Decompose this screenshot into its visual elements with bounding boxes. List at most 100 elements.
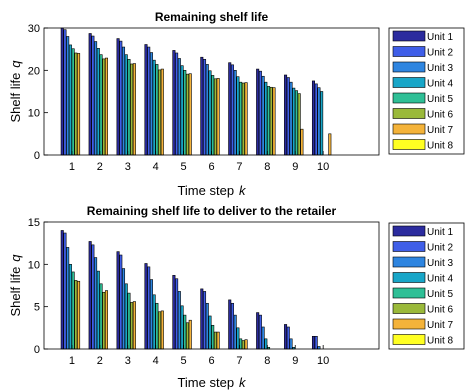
bar-unit-6-step-6 — [214, 79, 216, 155]
bar-unit-5-step-1 — [72, 49, 74, 155]
bar-unit-5-step-4 — [156, 303, 158, 349]
legend-label-unit-7: Unit 7 — [427, 320, 454, 331]
bar-unit-1-step-7 — [229, 63, 231, 155]
bar-unit-1-step-3 — [117, 39, 119, 155]
bar-unit-2-step-9 — [287, 78, 289, 155]
x-tick-label: 10 — [317, 355, 329, 367]
bar-unit-7-step-5 — [189, 74, 191, 155]
bar-unit-2-step-8 — [259, 71, 261, 155]
bar-unit-4-step-7 — [237, 328, 239, 349]
bar-unit-2-step-2 — [92, 36, 94, 155]
bar-unit-4-step-5 — [181, 66, 183, 155]
x-tick-label: 3 — [125, 161, 131, 173]
bar-unit-7-step-7 — [245, 340, 247, 349]
bar-unit-1-step-9 — [284, 324, 286, 349]
bar-unit-2-step-6 — [203, 59, 205, 155]
bar-unit-2-step-3 — [120, 255, 122, 349]
legend-label-unit-2: Unit 2 — [427, 48, 454, 59]
chart-title: Remaining shelf life — [155, 10, 269, 24]
bar-unit-6-step-1 — [75, 53, 77, 155]
bar-unit-6-step-6 — [214, 332, 216, 349]
bar-unit-7-step-4 — [161, 69, 163, 155]
bar-unit-5-step-3 — [128, 59, 130, 155]
x-tick-label: 10 — [317, 161, 329, 173]
bar-unit-1-step-8 — [256, 69, 258, 155]
y-tick-label: 5 — [34, 302, 40, 314]
bar-unit-7-step-1 — [77, 281, 79, 349]
legend-label-unit-8: Unit 8 — [427, 141, 454, 152]
bar-unit-2-step-2 — [92, 245, 94, 349]
x-tick-label: 1 — [69, 355, 75, 367]
bar-unit-7-step-9 — [301, 129, 303, 155]
bar-unit-6-step-1 — [75, 280, 77, 349]
x-tick-label: 5 — [181, 355, 187, 367]
legend-label-unit-4: Unit 4 — [427, 274, 454, 285]
y-axis-label-symbol: q — [8, 254, 23, 262]
legend-swatch-unit-8 — [393, 335, 425, 345]
y-axis-label-symbol: q — [8, 60, 23, 68]
legend-label-unit-6: Unit 6 — [427, 110, 454, 121]
legend-label-unit-3: Unit 3 — [427, 258, 454, 269]
bar-unit-6-step-2 — [103, 59, 105, 155]
bar-unit-2-step-7 — [231, 65, 233, 155]
x-tick-label: 5 — [181, 161, 187, 173]
x-tick-label: 7 — [236, 161, 242, 173]
x-tick-label: 3 — [125, 355, 131, 367]
bar-unit-6-step-4 — [158, 312, 160, 349]
bar-unit-3-step-3 — [122, 269, 124, 349]
y-axis-label: Shelf life q — [8, 254, 23, 317]
bar-unit-2-step-9 — [287, 327, 289, 349]
legend-swatch-unit-1 — [393, 31, 425, 41]
bar-unit-5-step-5 — [184, 70, 186, 155]
bar-unit-2-step-1 — [64, 233, 66, 349]
x-tick-label: 2 — [97, 161, 103, 173]
x-tick-label: 9 — [292, 355, 298, 367]
legend-swatch-unit-8 — [393, 140, 425, 150]
bar-unit-3-step-4 — [150, 53, 152, 155]
bar-unit-4-step-6 — [209, 316, 211, 349]
bar-unit-3-step-7 — [234, 315, 236, 349]
x-axis-label: Time step k — [177, 375, 247, 390]
bar-unit-4-step-4 — [153, 60, 155, 155]
bar-unit-7-step-1 — [77, 53, 79, 155]
legend-label-unit-3: Unit 3 — [427, 63, 454, 74]
bar-unit-7-step-4 — [161, 311, 163, 349]
bar-unit-5-step-9 — [295, 91, 297, 155]
bar-unit-4-step-6 — [209, 71, 211, 155]
bar-unit-2-step-5 — [175, 53, 177, 155]
bar-unit-1-step-9 — [284, 75, 286, 155]
bar-unit-4-step-8 — [265, 82, 267, 155]
bar-unit-3-step-3 — [122, 47, 124, 155]
x-tick-label: 2 — [97, 355, 103, 367]
x-tick-label: 6 — [208, 161, 214, 173]
x-axis-label-text: Time step — [177, 183, 234, 198]
bar-unit-3-step-6 — [206, 303, 208, 349]
bar-unit-3-step-8 — [262, 76, 264, 155]
x-tick-label: 7 — [236, 355, 242, 367]
legend: Unit 1 Unit 2 Unit 3 Unit 4 Unit 5 Unit 6 Unit… — [389, 28, 464, 154]
bar-unit-7-step-2 — [105, 58, 107, 155]
y-tick-label: 15 — [28, 217, 40, 229]
bar-unit-6-step-2 — [103, 292, 105, 349]
x-tick-label: 8 — [264, 161, 270, 173]
bar-unit-5-step-8 — [267, 86, 269, 155]
bar-unit-3-step-6 — [206, 64, 208, 155]
legend-label-unit-7: Unit 7 — [427, 125, 454, 136]
legend-swatch-unit-7 — [393, 124, 425, 134]
bar-unit-4-step-3 — [125, 284, 127, 349]
bar-unit-7-step-6 — [217, 332, 219, 349]
bar-unit-5-step-7 — [239, 82, 241, 155]
bar-unit-2-step-4 — [148, 47, 150, 155]
bar-unit-1-step-4 — [145, 45, 147, 155]
bar-unit-1-step-8 — [256, 313, 258, 349]
x-axis-label-symbol: k — [239, 183, 247, 198]
bottom-chart: Remaining shelf life to deliver to the r… — [8, 204, 464, 390]
bar-unit-4-step-8 — [265, 339, 267, 349]
x-tick-label: 4 — [153, 161, 159, 173]
bar-unit-2-step-5 — [175, 279, 177, 349]
bar-unit-5-step-1 — [72, 272, 74, 349]
x-axis-label: Time step k — [177, 183, 247, 198]
x-tick-label: 8 — [264, 355, 270, 367]
legend-swatch-unit-3 — [393, 257, 425, 267]
bar-unit-1-step-3 — [117, 252, 119, 349]
